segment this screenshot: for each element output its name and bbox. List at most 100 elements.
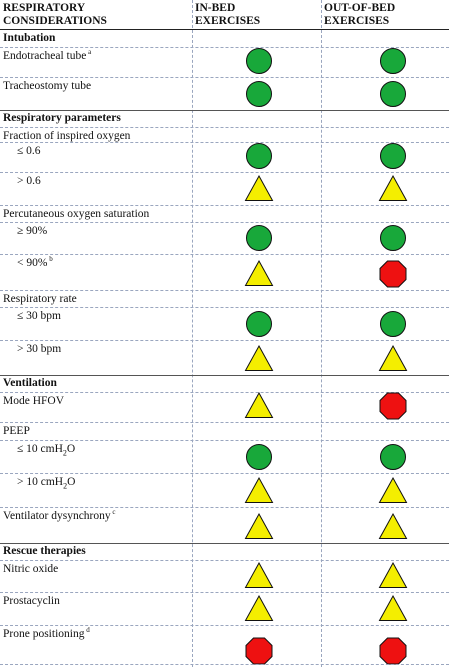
row-label-text: Mode HFOV bbox=[3, 395, 65, 407]
row-label: Nitric oxide bbox=[3, 563, 58, 575]
green-circle-icon bbox=[378, 223, 408, 253]
green-circle-icon bbox=[244, 309, 274, 339]
green-circle-icon bbox=[378, 79, 408, 109]
row-label-text: Respiratory parameters bbox=[3, 112, 121, 124]
row-label: Mode HFOV bbox=[3, 395, 64, 407]
subscript: 2 bbox=[63, 481, 68, 491]
row-label: Tracheostomy tube bbox=[3, 80, 91, 92]
header-out-of-bed-exercises: OUT-OF-BED EXERCISES bbox=[324, 2, 395, 27]
header-line: OUT-OF-BED bbox=[324, 2, 396, 14]
row-separator bbox=[0, 592, 449, 593]
header-line: IN-BED bbox=[195, 2, 236, 14]
yellow-triangle-icon bbox=[244, 561, 274, 591]
row-separator bbox=[0, 440, 449, 441]
subscript: 2 bbox=[62, 448, 67, 458]
row-label-text: Ventilator dysynchrony bbox=[3, 510, 111, 522]
label-suffix: O bbox=[66, 443, 76, 455]
footnote-marker: c bbox=[110, 508, 116, 517]
row-separator bbox=[0, 307, 449, 308]
row-separator bbox=[0, 340, 449, 341]
green-circle-icon bbox=[244, 442, 274, 472]
row-label-text: Rescue therapies bbox=[3, 545, 86, 557]
row-label-text: ≤ 10 cmH bbox=[17, 443, 63, 455]
row-label-text: > 10 cmH bbox=[17, 476, 64, 488]
row-separator bbox=[0, 375, 449, 376]
column-divider bbox=[321, 0, 322, 667]
row-label-text: Percutaneous oxygen saturation bbox=[3, 208, 150, 220]
row-separator bbox=[0, 625, 449, 626]
green-circle-icon bbox=[244, 79, 274, 109]
row-separator bbox=[0, 473, 449, 474]
green-circle-icon bbox=[378, 46, 408, 76]
row-separator bbox=[0, 222, 449, 223]
row-separator bbox=[0, 142, 449, 143]
row-label: ≤ 10 cmH2O bbox=[17, 443, 75, 457]
yellow-triangle-icon bbox=[244, 594, 274, 624]
red-octagon-icon bbox=[378, 636, 408, 666]
row-label-text: Ventilation bbox=[3, 377, 57, 389]
table-header: RESPIRATORY CONSIDERATIONS IN-BED EXERCI… bbox=[0, 0, 449, 30]
yellow-triangle-icon bbox=[378, 561, 408, 591]
row-label: Endotracheal tube a bbox=[3, 48, 92, 62]
row-separator bbox=[0, 172, 449, 173]
yellow-triangle-icon bbox=[378, 344, 408, 374]
header-line: CONSIDERATIONS bbox=[3, 14, 107, 27]
green-circle-icon bbox=[378, 442, 408, 472]
section-heading: Rescue therapies bbox=[3, 545, 86, 557]
row-separator bbox=[0, 127, 449, 128]
row-label: Prone positioning d bbox=[3, 627, 90, 640]
column-divider bbox=[192, 0, 193, 667]
row-label-text: Prone positioning bbox=[3, 628, 85, 640]
header-respiratory-considerations: RESPIRATORY CONSIDERATIONS bbox=[3, 2, 107, 27]
row-separator bbox=[0, 47, 449, 48]
row-separator bbox=[0, 543, 449, 544]
row-separator bbox=[0, 290, 449, 291]
yellow-triangle-icon bbox=[378, 512, 408, 542]
parameter-group-label: Respiratory rate bbox=[3, 293, 77, 305]
row-separator bbox=[0, 205, 449, 206]
yellow-triangle-icon bbox=[244, 391, 274, 421]
row-label-text: > 0.6 bbox=[17, 175, 41, 187]
row-label-text: Prostacyclin bbox=[3, 595, 60, 607]
row-separator bbox=[0, 392, 449, 393]
parameter-group-label: Fraction of inspired oxygen bbox=[3, 130, 130, 142]
label-suffix: O bbox=[67, 476, 76, 488]
row-separator bbox=[0, 422, 449, 423]
row-label-text: > 30 bpm bbox=[17, 343, 62, 355]
green-circle-icon bbox=[244, 46, 274, 76]
row-label: > 10 cmH2O bbox=[17, 476, 75, 490]
parameter-group-label: Percutaneous oxygen saturation bbox=[3, 208, 149, 220]
row-label-text: Nitric oxide bbox=[3, 563, 59, 575]
row-label: < 90% b bbox=[17, 255, 53, 269]
footnote-marker: b bbox=[47, 255, 53, 264]
row-label: > 0.6 bbox=[17, 175, 41, 187]
row-separator bbox=[0, 254, 449, 255]
section-heading: Ventilation bbox=[3, 377, 57, 389]
row-label: ≥ 90% bbox=[17, 225, 47, 237]
row-separator bbox=[0, 110, 449, 111]
green-circle-icon bbox=[244, 223, 274, 253]
row-label-text: Fraction of inspired oxygen bbox=[3, 130, 131, 142]
green-circle-icon bbox=[378, 141, 408, 171]
header-line: EXERCISES bbox=[324, 14, 390, 27]
row-label-text: Intubation bbox=[3, 32, 56, 44]
section-heading: Intubation bbox=[3, 32, 55, 44]
row-label: ≤ 30 bpm bbox=[17, 310, 61, 322]
red-octagon-icon bbox=[378, 259, 408, 289]
footnote-marker: a bbox=[86, 48, 92, 57]
green-circle-icon bbox=[244, 141, 274, 171]
row-label: ≤ 0.6 bbox=[17, 145, 41, 157]
row-label-text: Tracheostomy tube bbox=[3, 80, 92, 92]
row-label: > 30 bpm bbox=[17, 343, 61, 355]
row-label-text: ≤ 0.6 bbox=[17, 145, 41, 157]
green-circle-icon bbox=[378, 309, 408, 339]
parameter-group-label: PEEP bbox=[3, 425, 30, 437]
header-line: EXERCISES bbox=[195, 14, 261, 27]
table-bottom-border bbox=[0, 664, 449, 665]
row-label-text: < 90% bbox=[17, 257, 48, 269]
row-separator bbox=[0, 560, 449, 561]
row-label-text: Respiratory rate bbox=[3, 293, 77, 305]
yellow-triangle-icon bbox=[244, 476, 274, 506]
header-in-bed-exercises: IN-BED EXERCISES bbox=[195, 2, 260, 27]
